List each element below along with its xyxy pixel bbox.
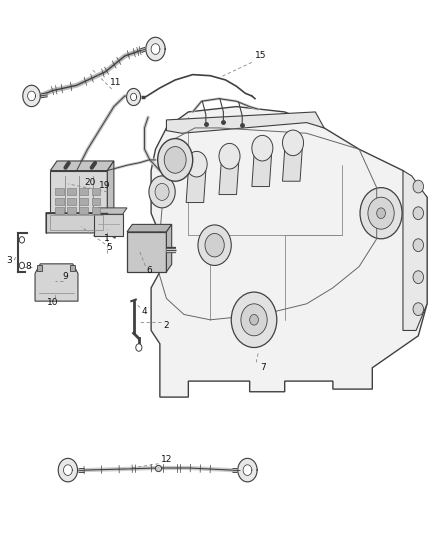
Polygon shape <box>127 232 166 272</box>
FancyBboxPatch shape <box>92 188 100 195</box>
Circle shape <box>205 233 224 257</box>
Text: 19: 19 <box>99 181 111 190</box>
Circle shape <box>155 183 169 200</box>
Polygon shape <box>127 224 172 232</box>
Polygon shape <box>243 465 252 475</box>
Polygon shape <box>146 37 165 61</box>
Text: 8: 8 <box>25 262 32 271</box>
FancyBboxPatch shape <box>79 198 88 205</box>
Circle shape <box>413 239 424 252</box>
Polygon shape <box>238 458 257 482</box>
Polygon shape <box>166 224 172 272</box>
Circle shape <box>413 271 424 284</box>
Circle shape <box>164 147 186 173</box>
FancyBboxPatch shape <box>55 188 64 195</box>
Circle shape <box>413 303 424 316</box>
FancyBboxPatch shape <box>67 207 76 214</box>
Polygon shape <box>107 161 114 219</box>
FancyBboxPatch shape <box>70 265 75 271</box>
Polygon shape <box>50 171 107 219</box>
Polygon shape <box>219 163 239 195</box>
Text: 7: 7 <box>260 364 266 372</box>
Polygon shape <box>186 171 206 203</box>
Polygon shape <box>64 465 72 475</box>
Text: 10: 10 <box>47 298 58 307</box>
Polygon shape <box>35 264 78 301</box>
Circle shape <box>136 344 142 351</box>
FancyBboxPatch shape <box>79 207 88 214</box>
Text: 20: 20 <box>84 178 95 187</box>
Circle shape <box>241 304 267 336</box>
Text: 1: 1 <box>104 235 110 243</box>
Circle shape <box>252 135 273 161</box>
Polygon shape <box>151 107 427 397</box>
FancyBboxPatch shape <box>37 265 42 271</box>
Polygon shape <box>283 149 302 181</box>
Circle shape <box>158 139 193 181</box>
FancyBboxPatch shape <box>79 188 88 195</box>
FancyBboxPatch shape <box>55 207 64 214</box>
FancyBboxPatch shape <box>92 198 100 205</box>
Polygon shape <box>46 213 115 238</box>
FancyBboxPatch shape <box>67 198 76 205</box>
Polygon shape <box>28 91 35 101</box>
Polygon shape <box>94 214 123 236</box>
Text: 5: 5 <box>106 244 113 252</box>
Circle shape <box>360 188 402 239</box>
Circle shape <box>219 143 240 169</box>
Polygon shape <box>403 171 427 330</box>
Circle shape <box>377 208 385 219</box>
Circle shape <box>149 176 175 208</box>
Polygon shape <box>252 155 272 187</box>
Text: 9: 9 <box>62 272 68 280</box>
Circle shape <box>186 151 207 177</box>
Text: 12: 12 <box>161 455 172 464</box>
Polygon shape <box>50 161 114 171</box>
Polygon shape <box>23 85 40 107</box>
Polygon shape <box>151 44 160 54</box>
Circle shape <box>19 262 25 269</box>
Polygon shape <box>166 112 324 133</box>
Polygon shape <box>127 88 141 106</box>
Text: 6: 6 <box>146 266 152 274</box>
Circle shape <box>283 130 304 156</box>
Circle shape <box>368 197 394 229</box>
Text: 15: 15 <box>255 52 266 60</box>
FancyBboxPatch shape <box>67 188 76 195</box>
Circle shape <box>231 292 277 348</box>
Polygon shape <box>131 93 137 101</box>
Circle shape <box>19 237 25 243</box>
Text: 3: 3 <box>6 256 12 264</box>
Polygon shape <box>94 208 127 214</box>
Text: 4: 4 <box>142 308 147 316</box>
Circle shape <box>413 207 424 220</box>
Polygon shape <box>58 458 78 482</box>
Circle shape <box>250 314 258 325</box>
Text: 11: 11 <box>110 78 122 87</box>
Circle shape <box>413 180 424 193</box>
Text: 2: 2 <box>164 321 169 329</box>
Circle shape <box>198 225 231 265</box>
FancyBboxPatch shape <box>55 198 64 205</box>
FancyBboxPatch shape <box>92 207 100 214</box>
